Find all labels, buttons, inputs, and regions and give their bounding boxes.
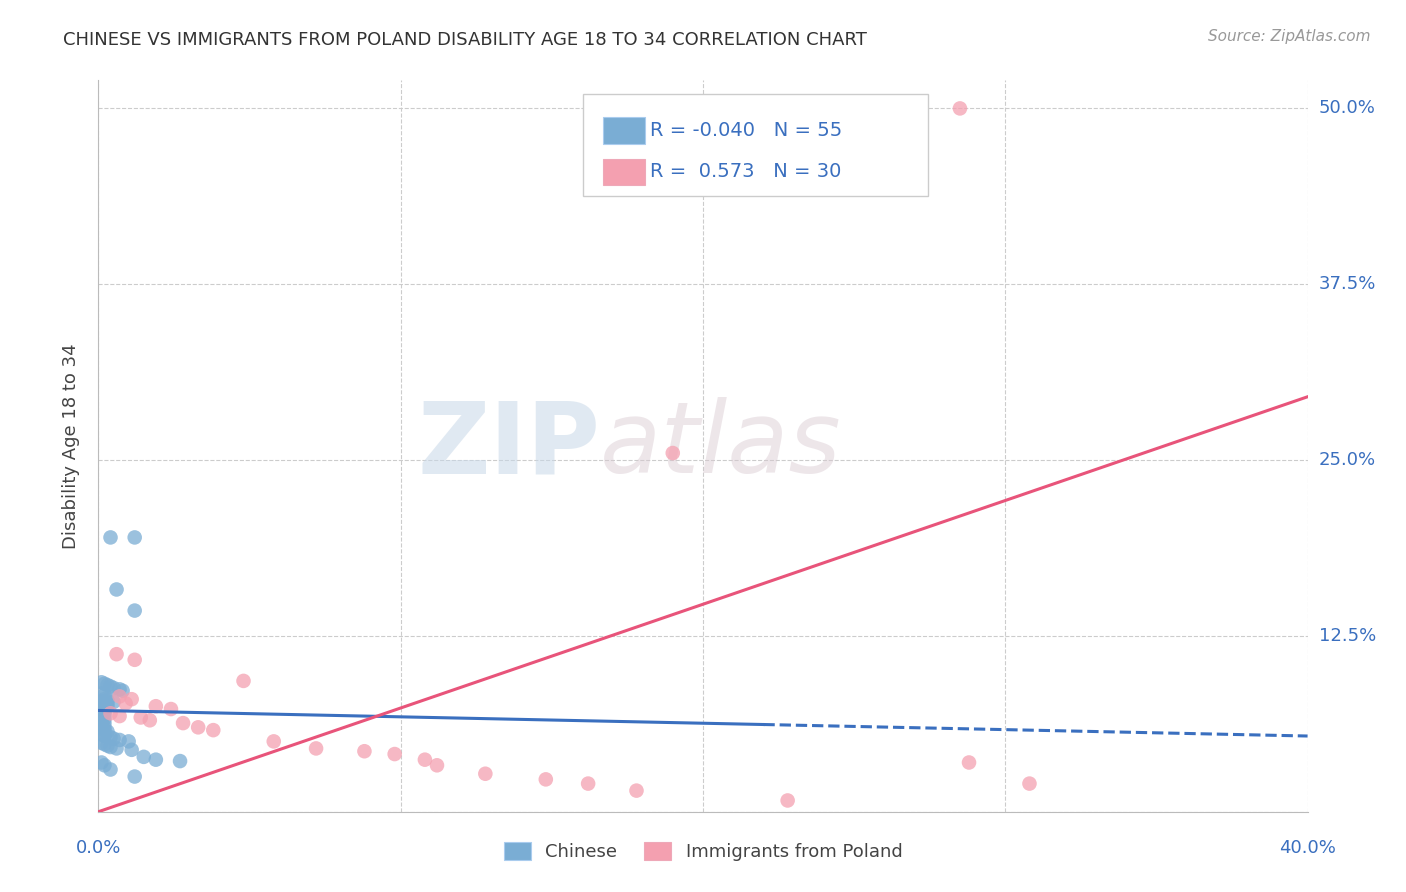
Point xyxy=(103,731,125,746)
Point xyxy=(100,530,122,544)
Point xyxy=(90,695,112,709)
Point xyxy=(957,756,980,770)
Point xyxy=(93,699,115,714)
Text: 37.5%: 37.5% xyxy=(1319,276,1376,293)
Point xyxy=(124,770,146,784)
Point xyxy=(132,749,155,764)
Point xyxy=(263,734,285,748)
Point xyxy=(124,653,146,667)
Point xyxy=(129,710,152,724)
Point xyxy=(93,737,115,751)
Point xyxy=(124,530,146,544)
Point xyxy=(111,683,134,698)
Point xyxy=(93,723,115,738)
Point xyxy=(100,739,122,754)
Point xyxy=(96,678,118,692)
Point xyxy=(90,687,112,701)
Point xyxy=(187,720,209,734)
Text: R = -0.040   N = 55: R = -0.040 N = 55 xyxy=(650,121,842,140)
Point xyxy=(90,756,112,770)
Point xyxy=(90,703,112,717)
Point xyxy=(90,706,112,721)
Point xyxy=(90,712,112,726)
Point xyxy=(93,705,115,719)
Point xyxy=(105,647,128,661)
Point xyxy=(96,739,118,753)
Point xyxy=(413,753,436,767)
Point xyxy=(90,709,112,723)
Point xyxy=(353,744,375,758)
Point xyxy=(100,706,122,721)
Point xyxy=(232,673,254,688)
Point xyxy=(949,102,972,116)
Point xyxy=(90,736,112,750)
Point xyxy=(93,688,115,702)
Point xyxy=(145,699,167,714)
Point xyxy=(169,754,191,768)
Legend: Chinese, Immigrants from Poland: Chinese, Immigrants from Poland xyxy=(496,835,910,869)
Text: ZIP: ZIP xyxy=(418,398,600,494)
Point xyxy=(145,753,167,767)
Text: R =  0.573   N = 30: R = 0.573 N = 30 xyxy=(650,162,841,181)
Point xyxy=(776,793,799,807)
Point xyxy=(108,690,131,704)
Point xyxy=(118,734,141,748)
Point xyxy=(103,695,125,709)
Point xyxy=(305,741,328,756)
Point xyxy=(426,758,449,772)
Point xyxy=(100,680,122,694)
Point xyxy=(100,763,122,777)
Point xyxy=(124,604,146,618)
Point xyxy=(96,693,118,707)
Text: 25.0%: 25.0% xyxy=(1319,451,1376,469)
Point xyxy=(90,722,112,736)
Point xyxy=(105,741,128,756)
Point xyxy=(114,697,136,711)
Point xyxy=(93,729,115,743)
Point xyxy=(93,707,115,722)
Point xyxy=(576,776,599,790)
Point xyxy=(103,681,125,695)
Point xyxy=(105,582,128,597)
Point xyxy=(661,446,683,460)
Point xyxy=(626,783,648,797)
Point xyxy=(121,692,143,706)
Point xyxy=(139,714,162,728)
Point xyxy=(90,714,112,729)
Point xyxy=(384,747,406,761)
Point xyxy=(93,758,115,772)
Text: 50.0%: 50.0% xyxy=(1319,99,1375,118)
Text: CHINESE VS IMMIGRANTS FROM POLAND DISABILITY AGE 18 TO 34 CORRELATION CHART: CHINESE VS IMMIGRANTS FROM POLAND DISABI… xyxy=(63,31,868,49)
Point xyxy=(93,716,115,731)
Text: 40.0%: 40.0% xyxy=(1279,839,1336,857)
Point xyxy=(96,699,118,714)
Text: 12.5%: 12.5% xyxy=(1319,627,1376,645)
Point xyxy=(93,677,115,691)
Point xyxy=(90,700,112,714)
Point xyxy=(534,772,557,787)
Point xyxy=(474,766,496,780)
Point xyxy=(90,719,112,733)
Point xyxy=(96,724,118,739)
Point xyxy=(1018,776,1040,790)
Y-axis label: Disability Age 18 to 34: Disability Age 18 to 34 xyxy=(62,343,80,549)
Point xyxy=(93,692,115,706)
Point xyxy=(172,716,194,731)
Point xyxy=(108,682,131,697)
Point xyxy=(96,697,118,711)
Point xyxy=(93,712,115,726)
Point xyxy=(100,730,122,744)
Point xyxy=(202,723,225,738)
Point xyxy=(90,727,112,741)
Point xyxy=(160,702,183,716)
Point xyxy=(121,743,143,757)
Text: Source: ZipAtlas.com: Source: ZipAtlas.com xyxy=(1208,29,1371,44)
Point xyxy=(90,710,112,724)
Text: atlas: atlas xyxy=(600,398,842,494)
Point xyxy=(108,709,131,723)
Text: 0.0%: 0.0% xyxy=(76,839,121,857)
Point xyxy=(93,720,115,734)
Point xyxy=(90,675,112,690)
Point xyxy=(108,733,131,747)
